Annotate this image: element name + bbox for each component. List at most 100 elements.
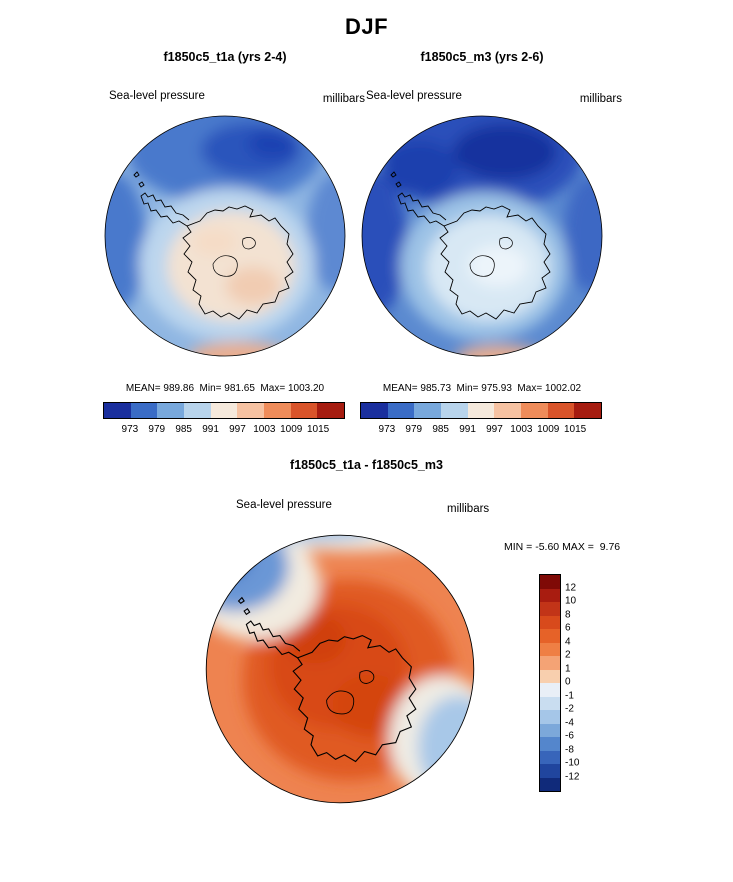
panel-case1: f1850c5_t1a (yrs 2-4) Sea-level pressure…	[103, 50, 365, 450]
colorbar-segment	[540, 696, 560, 710]
colorbar-segment	[494, 403, 522, 418]
colorbar-tick-label: 973	[121, 424, 139, 435]
colorbar-segment	[521, 403, 548, 418]
field-label: Sea-level pressure	[236, 499, 332, 511]
figure-title: DJF	[344, 14, 389, 39]
colorbar-tick-label: -8	[565, 744, 574, 755]
colorbar-segment	[540, 710, 560, 724]
colorbar-tick-label: 4	[565, 636, 571, 647]
units-label: millibars	[579, 93, 622, 105]
case2-map	[360, 114, 604, 358]
antarctica-coastline	[237, 596, 417, 763]
colorbar-segment	[540, 656, 560, 670]
colorbar-tick-label: 985	[175, 424, 192, 435]
colorbar-tick-label: 991	[202, 424, 219, 435]
antarctica-coastline	[390, 171, 551, 320]
colorbar-segment	[104, 403, 131, 418]
pressure-colorbar-case1	[103, 402, 345, 419]
colorbar-tick-label: 1009	[537, 424, 560, 435]
case2-stats: MEAN= 985.73 Min= 975.93 Max= 1002.02	[382, 383, 582, 394]
case1-stats: MEAN= 989.86 Min= 981.65 Max= 1003.20	[125, 383, 325, 394]
units-label: millibars	[322, 93, 365, 105]
colorbar-tick-label: 1015	[563, 424, 587, 435]
case2-contour-fills	[362, 116, 602, 356]
case1-contour-fills	[105, 116, 345, 356]
colorbar-tick-label: -12	[565, 771, 580, 782]
difference-minmax: MIN = -5.60 MAX = 9.76	[504, 541, 621, 553]
colorbar-segment	[237, 403, 265, 418]
case1-title: f1850c5_t1a (yrs 2-4)	[163, 50, 287, 64]
pressure-colorbar-ticks-case1: 973 979 985 991 997 1003 1009 1015	[103, 424, 345, 436]
colorbar-segment	[540, 575, 560, 589]
colorbar-segment	[130, 403, 158, 418]
colorbar-segment	[540, 588, 560, 602]
colorbar-tick-label: 1	[565, 663, 571, 674]
colorbar-tick-label: 12	[565, 582, 577, 593]
difference-colorbar	[539, 574, 561, 792]
case2-label-row: Sea-level pressure millibars	[366, 90, 622, 105]
difference-contour-fills	[206, 535, 474, 803]
colorbar-tick-label: 979	[405, 424, 423, 435]
field-label: Sea-level pressure	[366, 90, 462, 102]
colorbar-segment	[467, 403, 495, 418]
colorbar-segment	[547, 403, 575, 418]
colorbar-segment	[361, 403, 388, 418]
colorbar-segment	[540, 764, 560, 778]
colorbar-segment	[540, 683, 560, 697]
colorbar-tick-label: -2	[565, 703, 574, 715]
colorbar-segment	[574, 403, 602, 418]
colorbar-tick-label: -10	[565, 757, 580, 769]
colorbar-tick-label: 1015	[306, 424, 330, 435]
antarctica-coastline	[133, 171, 294, 320]
case2-title: f1850c5_m3 (yrs 2-6)	[420, 50, 544, 64]
case2-map-svg	[361, 115, 603, 357]
colorbar-segment	[317, 403, 345, 418]
colorbar-tick-label: 985	[432, 424, 449, 435]
colorbar-segment	[540, 750, 560, 764]
colorbar-segment	[387, 403, 415, 418]
colorbar-tick-label: 1009	[280, 424, 303, 435]
panel-case2: f1850c5_m3 (yrs 2-6) Sea-level pressure …	[360, 50, 622, 450]
difference-colorbar-ticks: 12 10 8 6 4 2 1 0 -1 -2 -4 -6 -8 -10 -12	[565, 574, 599, 790]
colorbar-tick-label: 10	[565, 595, 577, 607]
colorbar-segment	[540, 723, 560, 737]
colorbar-segment	[540, 602, 560, 616]
case1-map-svg	[104, 115, 346, 357]
colorbar-tick-label: 2	[565, 649, 571, 661]
colorbar-segment	[540, 669, 560, 683]
colorbar-tick-label: 997	[229, 424, 246, 435]
colorbar-tick-label: -6	[565, 730, 574, 742]
difference-title: f1850c5_t1a - f1850c5_m3	[290, 458, 443, 472]
colorbar-segment	[290, 403, 318, 418]
colorbar-tick-label: 991	[459, 424, 476, 435]
difference-map	[204, 533, 476, 805]
colorbar-segment	[540, 629, 560, 643]
colorbar-segment	[184, 403, 211, 418]
colorbar-tick-label: 0	[565, 676, 571, 688]
pressure-colorbar-ticks-case2: 973 979 985 991 997 1003 1009 1015	[360, 424, 602, 436]
colorbar-tick-label: 979	[148, 424, 166, 435]
colorbar-segment	[540, 615, 560, 629]
colorbar-segment	[540, 642, 560, 656]
colorbar-tick-label: 997	[486, 424, 503, 435]
colorbar-segment	[540, 777, 560, 791]
difference-panel: f1850c5_t1a - f1850c5_m3 Sea-level press…	[0, 450, 733, 882]
units-label: millibars	[447, 503, 490, 515]
colorbar-segment	[414, 403, 442, 418]
pressure-colorbar-case2	[360, 402, 602, 419]
colorbar-segment	[264, 403, 291, 418]
colorbar-tick-label: 1003	[253, 424, 276, 435]
difference-map-svg	[205, 534, 475, 804]
field-label: Sea-level pressure	[109, 90, 205, 102]
colorbar-segment	[540, 737, 560, 751]
colorbar-tick-label: 973	[378, 424, 396, 435]
colorbar-tick-label: 6	[565, 622, 571, 634]
colorbar-segment	[157, 403, 185, 418]
case1-label-row: Sea-level pressure millibars	[109, 90, 365, 105]
colorbar-segment	[210, 403, 238, 418]
colorbar-tick-label: -1	[565, 690, 574, 701]
case1-map	[103, 114, 347, 358]
colorbar-segment	[441, 403, 468, 418]
colorbar-tick-label: 1003	[510, 424, 533, 435]
